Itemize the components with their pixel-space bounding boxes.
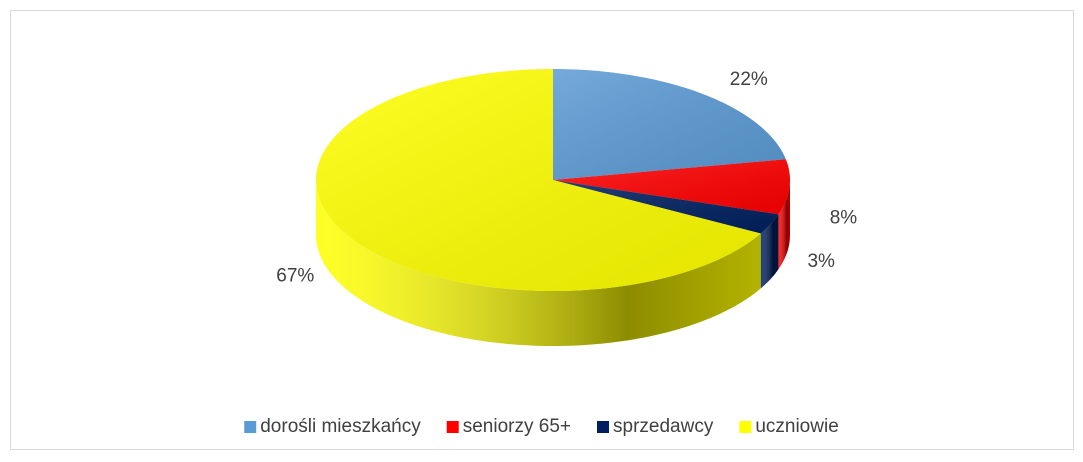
slice-side-shade	[760, 214, 779, 289]
pie: 22% 8% 3% 67%	[276, 69, 857, 346]
legend-label: dorośli mieszkańcy	[260, 416, 421, 437]
legend-item: dorośli mieszkańcy	[244, 416, 421, 437]
slice-shade	[553, 180, 779, 234]
slice-side-shade	[778, 180, 790, 270]
slice-side-shade	[316, 180, 761, 346]
legend: dorośli mieszkańcy seniorzy 65+ sprzedawcy…	[244, 416, 839, 437]
legend-label: seniorzy 65+	[463, 416, 571, 437]
slice-shade	[316, 69, 761, 291]
legend-swatch	[446, 421, 459, 433]
slice-shade	[553, 159, 790, 215]
data-label: 67%	[276, 265, 314, 286]
data-label: 3%	[807, 251, 835, 272]
slice-shade	[553, 69, 786, 180]
legend-swatch	[597, 421, 609, 433]
chart-border	[10, 10, 1074, 450]
legend-item: seniorzy 65+	[446, 416, 571, 437]
data-label: 22%	[730, 69, 768, 90]
legend-label: uczniowie	[755, 416, 838, 437]
legend-swatch	[739, 421, 752, 433]
legend-swatch	[244, 421, 257, 433]
legend-item: uczniowie	[739, 416, 839, 437]
data-label: 8%	[830, 207, 858, 228]
legend-label: sprzedawcy	[613, 416, 714, 437]
legend-item: sprzedawcy	[597, 416, 714, 437]
